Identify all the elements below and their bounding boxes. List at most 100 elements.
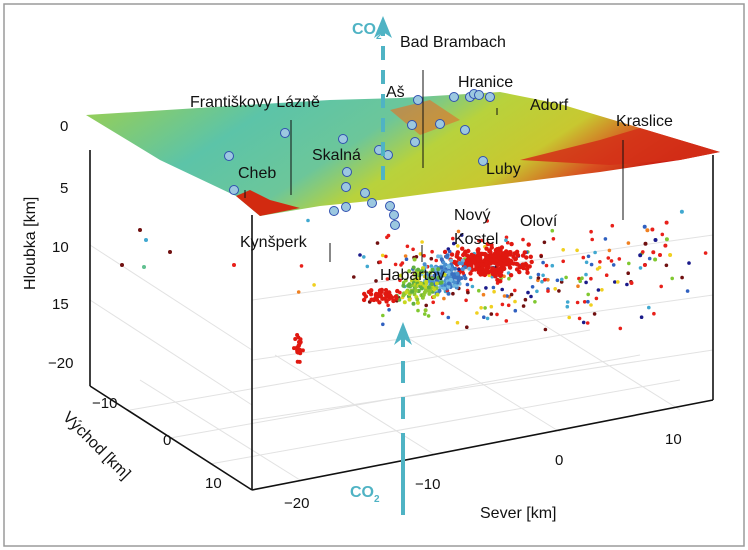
earthquake-point — [419, 286, 424, 291]
earthquake-point — [642, 224, 647, 229]
earthquake-point — [642, 263, 647, 267]
earthquake-point — [505, 294, 509, 298]
earthquake-point — [414, 254, 419, 259]
earthquake-point — [477, 288, 481, 293]
earthquake-point — [407, 282, 412, 287]
earthquake-point — [293, 337, 298, 341]
earthquake-point — [489, 304, 494, 309]
earthquake-point — [524, 255, 529, 260]
arrowhead-icon — [374, 16, 392, 38]
earthquake-point — [422, 253, 426, 258]
earthquake-point — [407, 297, 412, 302]
earthquake-point — [120, 263, 124, 267]
earthquake-point — [560, 277, 564, 282]
earthquake-point — [468, 271, 473, 276]
earthquake-point — [422, 262, 427, 267]
earthquake-point — [546, 289, 550, 293]
earthquake-point — [610, 223, 615, 228]
tick-label: 5 — [60, 180, 68, 197]
earthquake-point — [664, 237, 669, 242]
earthquake-point — [412, 292, 417, 297]
earthquake-point — [424, 303, 429, 308]
earthquake-point — [446, 291, 451, 296]
earthquake-point — [603, 237, 608, 241]
place-label: Oloví — [520, 213, 558, 230]
earthquake-point — [504, 238, 508, 242]
earthquake-point — [446, 284, 451, 289]
gas-well-marker — [390, 220, 400, 230]
earthquake-point — [626, 241, 631, 245]
earthquake-point — [439, 257, 444, 262]
earthquake-point — [380, 253, 385, 258]
earthquake-point — [680, 275, 684, 280]
earthquake-point — [443, 262, 448, 267]
earthquake-point — [464, 298, 468, 303]
earthquake-point — [546, 278, 550, 282]
earthquake-point — [617, 257, 622, 261]
earthquake-point — [298, 340, 303, 345]
earthquake-point — [481, 251, 486, 257]
earthquake-point — [496, 250, 501, 255]
earthquake-point — [668, 253, 673, 257]
earthquake-point — [482, 272, 487, 278]
earthquake-point — [452, 259, 457, 265]
place-label: Luby — [486, 161, 521, 178]
earthquake-point — [457, 261, 462, 266]
earthquake-point — [565, 304, 570, 309]
tick-label: 0 — [60, 118, 68, 135]
earthquake-point — [589, 303, 593, 307]
earthquake-point — [434, 281, 439, 286]
earthquake-point — [407, 269, 412, 274]
earthquake-point — [425, 288, 429, 293]
earthquake-point — [430, 249, 434, 254]
earthquake-point — [479, 306, 483, 310]
earthquake-point — [465, 325, 469, 330]
earthquake-point — [462, 250, 467, 256]
earthquake-point — [513, 257, 518, 262]
earthquake-point — [567, 315, 571, 320]
place-label: Habartov — [380, 267, 445, 284]
earthquake-point — [436, 267, 441, 272]
earthquake-point — [295, 346, 299, 350]
earthquake-points — [120, 209, 708, 364]
earthquake-point — [394, 296, 399, 301]
place-label: Adorf — [530, 97, 569, 114]
earthquake-point — [596, 288, 601, 292]
earthquake-point — [455, 320, 460, 325]
tick-label: −10 — [415, 476, 440, 493]
earthquake-point — [434, 271, 439, 276]
earthquake-point — [459, 233, 464, 237]
earthquake-point — [463, 276, 468, 281]
earthquake-point — [600, 288, 604, 292]
earthquake-point — [481, 292, 486, 297]
earthquake-point — [449, 252, 455, 257]
earthquake-point — [421, 293, 426, 297]
earthquake-point — [528, 275, 533, 280]
earthquake-point — [559, 280, 564, 284]
earthquake-point — [521, 304, 526, 308]
tick-label: 0 — [163, 432, 171, 449]
co2-arrow-top — [374, 16, 392, 180]
gas-well-marker — [478, 156, 488, 166]
earthquake-point — [500, 287, 505, 292]
earthquake-point — [513, 288, 517, 293]
earthquake-point — [439, 280, 444, 285]
earthquake-point — [555, 278, 560, 283]
earthquake-point — [475, 256, 480, 261]
earthquake-point — [449, 277, 453, 282]
earthquake-point — [471, 259, 477, 264]
earthquake-point — [442, 296, 446, 301]
place-label: Nový — [454, 207, 490, 224]
earthquake-point — [643, 241, 648, 246]
earthquake-point — [514, 267, 520, 272]
earthquake-point — [432, 294, 437, 299]
earthquake-point — [383, 291, 388, 297]
earthquake-point — [377, 300, 382, 305]
place-label: Kraslice — [616, 113, 673, 130]
place-label: Aš — [386, 84, 405, 101]
earthquake-point — [604, 273, 609, 278]
earthquake-point — [470, 284, 475, 289]
earthquake-point — [616, 280, 620, 284]
earthquake-point — [378, 260, 383, 264]
gas-well-marker — [341, 202, 351, 212]
